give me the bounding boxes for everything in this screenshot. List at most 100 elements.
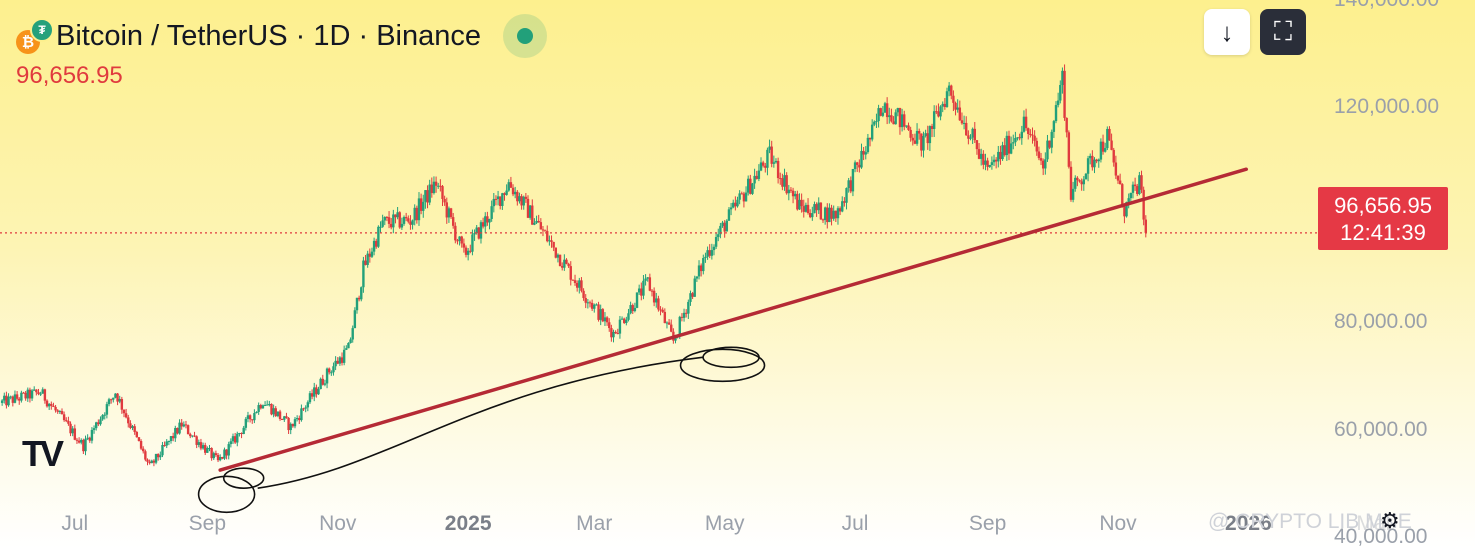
- candle-body: [1007, 135, 1011, 154]
- candle-body: [977, 149, 981, 159]
- candle-body: [9, 396, 12, 398]
- candle-body: [791, 190, 795, 197]
- candle-body: [302, 408, 305, 410]
- candle-body: [950, 85, 953, 96]
- candle-body: [293, 419, 297, 427]
- candle-body: [479, 222, 483, 239]
- candle-body: [661, 309, 664, 312]
- candle-body: [836, 208, 840, 219]
- candle-body: [965, 122, 968, 136]
- symbol-header: ₿ ₮ Bitcoin / TetherUS · 1D · Binance: [16, 14, 547, 58]
- candle-body: [466, 250, 470, 255]
- candle-body: [131, 426, 134, 428]
- candle-body: [263, 404, 267, 406]
- candle-body: [1144, 219, 1147, 233]
- candle-body: [531, 205, 534, 225]
- candle-body: [588, 302, 592, 304]
- candle-body: [659, 309, 662, 311]
- candle-body: [1091, 155, 1094, 168]
- candle-body: [259, 405, 262, 409]
- tradingview-logo[interactable]: TV: [22, 433, 64, 474]
- candle-body: [952, 95, 955, 103]
- candle-body: [330, 372, 333, 374]
- settings-gear-icon[interactable]: ⚙: [1380, 508, 1400, 533]
- candle-body: [159, 455, 162, 458]
- candle-body: [573, 280, 577, 283]
- candle-body: [238, 433, 241, 435]
- candle-body: [357, 297, 361, 300]
- symbol-logo[interactable]: ₿ ₮: [16, 16, 54, 56]
- candle-body: [513, 191, 517, 195]
- candle-body: [511, 187, 515, 195]
- candle-body: [129, 423, 132, 428]
- candle-body: [1001, 145, 1004, 160]
- candle-body: [1031, 134, 1034, 136]
- candle-body: [266, 404, 269, 406]
- candle-body: [191, 435, 194, 437]
- candle-body: [994, 159, 998, 162]
- candle-body: [1103, 148, 1107, 152]
- candle-body: [1136, 186, 1139, 194]
- symbol-title[interactable]: Bitcoin / TetherUS · 1D · Binance: [56, 19, 481, 52]
- candle-body: [811, 213, 814, 218]
- candle-body: [843, 201, 846, 203]
- candle-body: [894, 112, 897, 125]
- candle-body: [1078, 180, 1081, 182]
- candle-body: [845, 188, 848, 203]
- candle-body: [505, 190, 508, 195]
- candle-body: [120, 399, 124, 410]
- candle-body: [364, 260, 367, 265]
- candle-body: [469, 250, 472, 252]
- candle-body: [349, 339, 352, 343]
- candle-body: [828, 207, 831, 223]
- candle-body: [233, 436, 237, 443]
- candle-body: [975, 140, 979, 150]
- candle-body: [122, 409, 126, 414]
- candle-body: [274, 408, 277, 417]
- fullscreen-button[interactable]: ⛶: [1260, 9, 1306, 55]
- candle-body: [516, 191, 519, 202]
- candle-body: [142, 448, 145, 452]
- candle-body: [82, 439, 85, 452]
- download-button[interactable]: ↓: [1204, 9, 1250, 55]
- candle-body: [1027, 128, 1030, 134]
- fullscreen-icon: ⛶: [1273, 16, 1293, 46]
- candle-body: [819, 202, 823, 220]
- candle-body: [1127, 198, 1130, 202]
- candle-body: [586, 302, 590, 304]
- candle-body: [144, 451, 147, 460]
- candle-body: [956, 107, 959, 110]
- candle-body: [1123, 206, 1126, 217]
- candle-body: [644, 278, 647, 281]
- candle-body: [783, 175, 786, 187]
- candle-body: [888, 115, 891, 118]
- candle-body: [216, 455, 220, 461]
- candle-body: [501, 193, 504, 206]
- candle-body: [214, 453, 218, 456]
- candle-body: [802, 206, 805, 212]
- candle-body: [1005, 135, 1009, 156]
- candle-body: [697, 265, 701, 277]
- candle-body: [635, 292, 639, 308]
- x-tick-label: Jul: [61, 512, 89, 535]
- candle-body: [1044, 159, 1047, 169]
- candle-body: [1142, 189, 1145, 220]
- candle-body: [945, 91, 949, 108]
- candle-body: [623, 318, 626, 324]
- candle-body: [73, 428, 77, 440]
- candle-body: [918, 130, 921, 134]
- candle-body: [873, 121, 876, 125]
- candle-body: [94, 422, 98, 429]
- candle-body: [755, 175, 758, 179]
- candle-body: [417, 198, 421, 221]
- candle-body: [1061, 70, 1064, 86]
- candle-body: [426, 190, 429, 203]
- candle-body: [984, 160, 987, 165]
- candle-body: [655, 298, 658, 303]
- candle-body: [629, 305, 632, 314]
- candle-body: [221, 457, 224, 459]
- candle-body: [631, 305, 634, 312]
- candle-body: [541, 229, 545, 231]
- candle-body: [907, 125, 910, 130]
